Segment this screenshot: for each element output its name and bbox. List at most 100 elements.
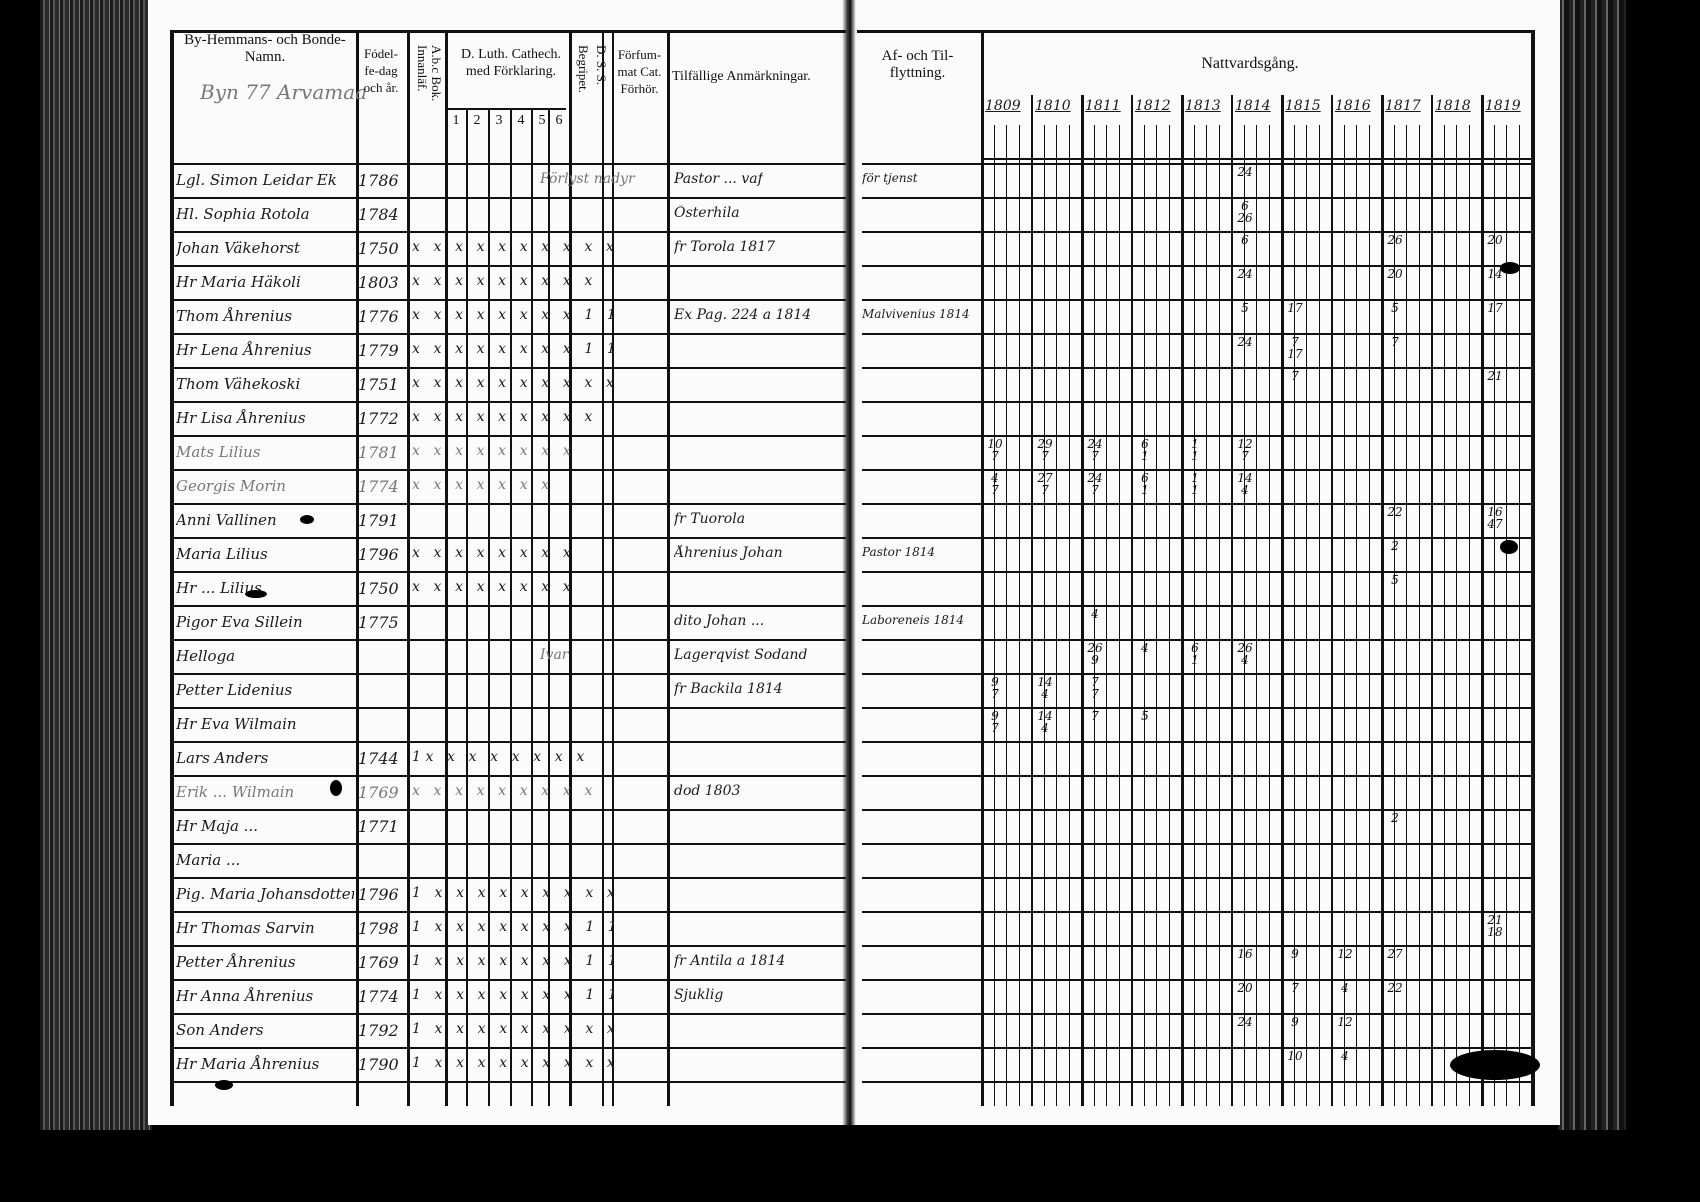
communion-mark: 12 bbox=[1337, 947, 1353, 961]
top-rule-right bbox=[857, 30, 1533, 33]
grid-hline bbox=[170, 1047, 846, 1049]
communion-mark: 9 7 bbox=[991, 675, 999, 701]
birth-year: 1750 bbox=[358, 239, 399, 258]
reading-marks: x x x x x x x x 1 1 bbox=[412, 341, 621, 357]
person-name: Maria Lilius bbox=[176, 545, 268, 563]
grid-hline bbox=[862, 775, 981, 777]
header-name: By-Hemmans- och Bonde-Namn. bbox=[184, 32, 346, 65]
person-name: Hr Lisa Åhrenius bbox=[176, 409, 306, 427]
year-rule bbox=[981, 158, 1531, 160]
communion-mark: 1 1 bbox=[1191, 471, 1199, 497]
grid-hline bbox=[170, 911, 846, 913]
communion-mark: 26 9 bbox=[1087, 641, 1103, 667]
grid-hline bbox=[170, 945, 846, 947]
grid-vline bbox=[1268, 125, 1270, 1106]
grid-vline bbox=[1331, 95, 1333, 1106]
grid-hline bbox=[170, 537, 846, 539]
communion-mark: 6 1 bbox=[1141, 471, 1149, 497]
grid-vline bbox=[1093, 125, 1095, 1106]
communion-year-header: 1813 bbox=[1185, 98, 1221, 114]
birth-year: 1790 bbox=[358, 1055, 399, 1074]
grid-vline bbox=[1368, 125, 1370, 1106]
reading-marks: 1 x x x x x x x x x bbox=[412, 1055, 620, 1071]
person-name: Johan Väkehorst bbox=[176, 239, 301, 257]
top-rule-left bbox=[170, 30, 846, 33]
communion-mark: 7 bbox=[1091, 709, 1099, 723]
grid-hline bbox=[170, 299, 846, 301]
grid-vline bbox=[1081, 95, 1084, 1106]
communion-mark: 21 bbox=[1487, 369, 1503, 383]
grid-vline bbox=[1493, 125, 1495, 1106]
grid-hline bbox=[981, 741, 1531, 743]
grid-vline bbox=[1431, 95, 1433, 1106]
grid-hline bbox=[170, 639, 846, 641]
grid-hline bbox=[981, 707, 1531, 709]
communion-year-header: 1810 bbox=[1035, 98, 1071, 114]
person-name: Lgl. Simon Leidar Ek bbox=[176, 171, 337, 189]
grid-hline bbox=[981, 673, 1531, 675]
grid-hline bbox=[981, 1081, 1531, 1083]
header-catechism: D. Luth. Cathech. med Förklaring. bbox=[461, 47, 561, 79]
reading-marks: x x x x x x x x bbox=[412, 579, 576, 595]
catechism-note: Ivar bbox=[540, 647, 569, 663]
grid-hline bbox=[981, 197, 1531, 199]
grid-vline bbox=[1531, 30, 1535, 1106]
communion-mark: 20 bbox=[1387, 267, 1403, 281]
birth-year: 1803 bbox=[358, 273, 399, 292]
communion-mark: 5 bbox=[1391, 301, 1399, 315]
grid-hline bbox=[981, 979, 1531, 981]
communion-mark: 24 bbox=[1237, 267, 1253, 281]
remark-text: fr Backila 1814 bbox=[674, 681, 783, 697]
grid-vline bbox=[1168, 125, 1170, 1106]
communion-mark: 4 bbox=[1341, 981, 1349, 995]
grid-hline bbox=[862, 163, 981, 165]
grid-hline bbox=[981, 333, 1531, 335]
communion-mark: 5 bbox=[1391, 573, 1399, 587]
grid-hline bbox=[981, 1013, 1531, 1015]
communion-mark: 2 bbox=[1391, 539, 1399, 553]
communion-mark: 24 bbox=[1237, 1015, 1253, 1029]
reading-marks: 1x x x x x x x x bbox=[412, 749, 589, 765]
grid-hline bbox=[981, 809, 1531, 811]
person-name: Hr Maria Åhrenius bbox=[176, 1055, 320, 1073]
grid-hline bbox=[862, 1013, 981, 1015]
catechism-part-number: 4 bbox=[517, 113, 525, 128]
grid-hline bbox=[862, 401, 981, 403]
grid-hline bbox=[170, 231, 846, 233]
ink-blot bbox=[1500, 262, 1520, 274]
communion-mark: 24 bbox=[1237, 165, 1253, 179]
communion-mark: 4 bbox=[1341, 1049, 1349, 1063]
communion-mark: 7 bbox=[1291, 981, 1299, 995]
grid-hline bbox=[170, 333, 846, 335]
grid-vline bbox=[510, 108, 512, 1106]
communion-mark: 24 bbox=[1237, 335, 1253, 349]
grid-vline bbox=[1318, 125, 1320, 1106]
grid-hline bbox=[862, 231, 981, 233]
grid-vline bbox=[1243, 125, 1245, 1106]
grid-hline bbox=[981, 945, 1531, 947]
grid-vline bbox=[602, 30, 604, 1106]
ink-blot bbox=[1450, 1050, 1540, 1080]
birth-year: 1750 bbox=[358, 579, 399, 598]
book-binding-right bbox=[1558, 0, 1626, 1130]
header-begripet: Begripet. bbox=[576, 45, 591, 94]
grid-hline bbox=[170, 435, 846, 437]
remark-text: fr Torola 1817 bbox=[674, 239, 776, 255]
person-name: Petter Åhrenius bbox=[176, 953, 296, 971]
birth-year: 1751 bbox=[358, 375, 399, 394]
communion-mark: 24 7 bbox=[1087, 437, 1103, 463]
grid-vline bbox=[993, 125, 995, 1106]
person-name: Maria ... bbox=[176, 851, 241, 869]
remark-text: Ex Pag. 224 a 1814 bbox=[674, 307, 812, 323]
grid-hline bbox=[170, 367, 846, 369]
person-name: Hr ... Lilius bbox=[176, 579, 262, 597]
grid-hline bbox=[170, 197, 846, 199]
communion-mark: 26 bbox=[1387, 233, 1403, 247]
grid-vline bbox=[1018, 125, 1020, 1106]
grid-hline bbox=[981, 435, 1531, 437]
birth-year: 1774 bbox=[358, 477, 399, 496]
birth-year: 1774 bbox=[358, 987, 399, 1006]
birth-year: 1744 bbox=[358, 749, 399, 768]
header-communion: Nattvardsgång. bbox=[1201, 55, 1299, 72]
grid-vline bbox=[1193, 125, 1195, 1106]
